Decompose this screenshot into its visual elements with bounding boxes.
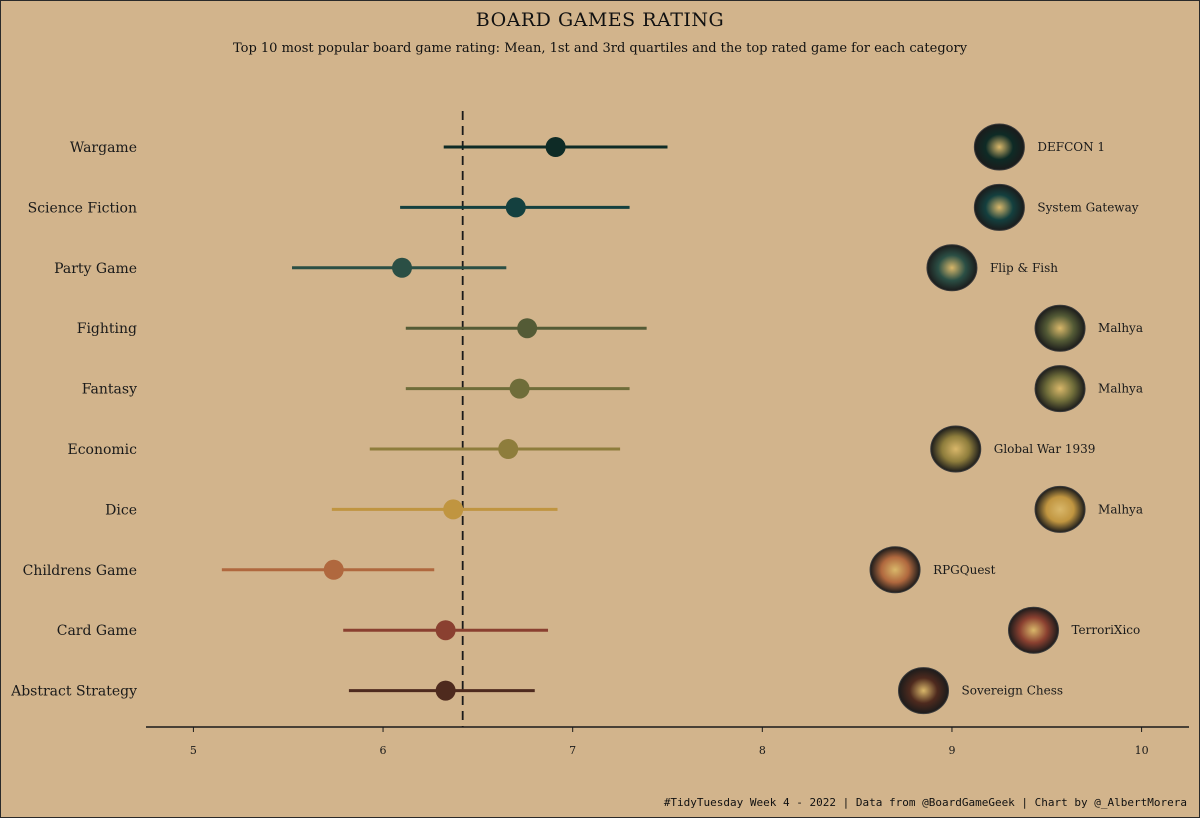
mean-dot [509,378,530,399]
top-game-thumbnail [1034,485,1086,533]
x-tick-label: 7 [569,744,576,757]
top-game-label: Flip & Fish [990,261,1058,275]
chart-title: BOARD GAMES RATING [475,9,725,31]
mean-dot [435,680,456,701]
top-game-label: TerroriXico [1071,623,1140,637]
chart-caption: #TidyTuesday Week 4 - 2022 | Data from @… [663,796,1187,809]
x-tick-label: 9 [948,744,955,757]
top-game-label: Sovereign Chess [962,684,1064,698]
top-game-thumbnail [1034,304,1086,352]
mean-dot [323,559,344,580]
mean-dot [517,318,538,339]
x-tick-label: 5 [190,744,197,757]
top-game-label: Global War 1939 [994,442,1096,456]
top-game-thumbnail [973,123,1025,171]
top-game-label: RPGQuest [933,563,996,577]
mean-dot [545,137,566,157]
mean-dot [443,499,464,520]
top-game-thumbnail [869,546,921,594]
category-label: Science Fiction [28,200,137,216]
mean-dot [435,620,456,641]
top-game-thumbnail [973,183,1025,231]
mean-dot [392,257,413,278]
x-tick-label: 6 [380,744,387,757]
category-label: Economic [67,442,137,458]
category-label: Childrens Game [23,563,137,579]
top-game-label: DEFCON 1 [1037,140,1105,154]
category-label: Dice [105,502,137,518]
category-label: Party Game [54,261,137,277]
x-tick-label: 8 [759,744,766,757]
top-game-thumbnail [926,244,978,292]
mean-dot [505,197,526,218]
top-game-thumbnail [930,425,982,473]
top-game-thumbnail [1034,365,1086,413]
top-game-thumbnail [898,667,950,715]
category-label: Abstract Strategy [10,684,137,700]
top-game-thumbnail [1007,606,1059,654]
top-game-label: Malhya [1098,321,1143,335]
mean-dot [498,439,519,459]
category-label: Fantasy [82,382,137,398]
category-label: Fighting [77,321,137,337]
x-tick-label: 10 [1135,744,1149,757]
top-game-label: System Gateway [1037,200,1138,214]
chart-subtitle: Top 10 most popular board game rating: M… [232,41,968,56]
category-label: Wargame [70,140,137,156]
top-game-label: Malhya [1098,382,1143,396]
top-game-label: Malhya [1098,502,1143,516]
category-label: Card Game [57,623,137,639]
